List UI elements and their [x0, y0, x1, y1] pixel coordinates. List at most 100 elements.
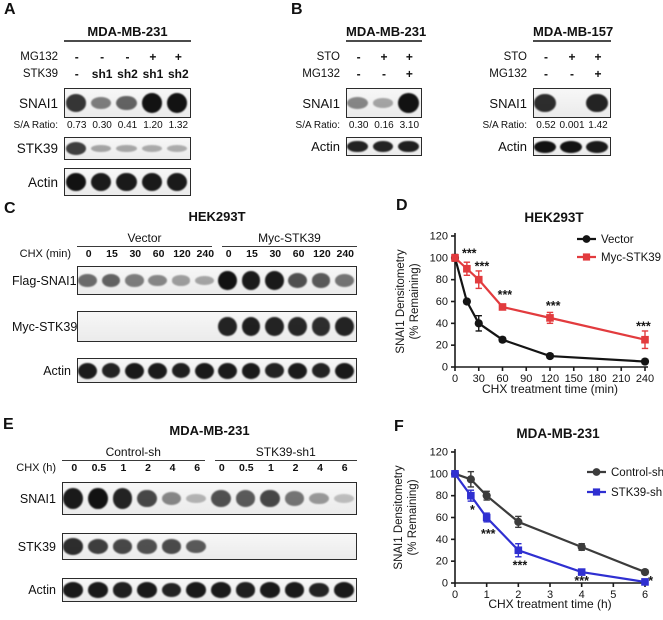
x-tick-label: 60: [496, 373, 508, 385]
blot-band: [560, 140, 582, 153]
blot-row: Actin: [12, 358, 357, 383]
y-tick-label: 40: [436, 534, 448, 546]
blot-row: Actin: [293, 137, 422, 156]
ratio-row: S/A Ratio: 0.52 0.001 1.42: [478, 119, 611, 132]
blot-band: [288, 317, 307, 336]
data-point: [498, 335, 507, 344]
lane-value: 6: [194, 462, 201, 474]
cell-line-title-wrap: MDA-MB-231: [64, 24, 191, 42]
legend: Vector Myc-STK39: [577, 234, 661, 264]
blot-label: Actin: [27, 174, 58, 190]
lane-value: 0.5: [239, 462, 254, 474]
data-point: [640, 357, 650, 366]
lane-value: 6: [341, 462, 348, 474]
group-header-row: Control-sh STK39-sh1: [0, 445, 357, 461]
chart-snai1-decay-mda-mb-231: MDA-MB-231 CHX treatment time (h) SNAI1 De…: [393, 426, 663, 611]
blot-band: [167, 144, 188, 153]
blot-label: STK39: [17, 539, 56, 554]
x-tick-label: 1: [484, 589, 490, 601]
blot-label: STK39: [16, 141, 58, 156]
lane-value: 0.30: [348, 120, 369, 131]
x-tick-label: 120: [541, 373, 559, 385]
y-tick-label: 120: [430, 231, 448, 243]
blot-label: Actin: [28, 583, 56, 597]
y-tick-label: 60: [436, 296, 448, 308]
lane-value: -: [570, 66, 574, 81]
group-headers: Vector Myc-STK39: [77, 231, 357, 247]
ratio-row: S/A Ratio: 0.30 0.16 3.10: [293, 119, 422, 132]
lane-value: 0.30: [92, 120, 112, 131]
lane-value: 15: [106, 248, 118, 260]
panel-e-letter: E: [3, 416, 14, 433]
y-tick-label: 120: [430, 447, 448, 459]
y-tick-label: 0: [442, 362, 448, 374]
x-tick-label: 6: [642, 589, 648, 601]
x-tick-label: 3: [547, 589, 553, 601]
blot-label: Flag-SNAI1: [12, 273, 77, 288]
treatment-label: MG132: [302, 67, 340, 80]
blot-row: STK39: [0, 533, 357, 560]
significance-marker: ***: [574, 574, 589, 588]
data-point: [474, 319, 483, 328]
lane-values: 0.73 0.30 0.41 1.20 1.32: [64, 120, 191, 131]
legend-marker: [592, 488, 601, 496]
legend-marker: [592, 468, 601, 476]
cell-line-underline: [64, 40, 191, 42]
legend-item: STK39-sh1: [587, 487, 663, 499]
blot-band: [137, 489, 157, 508]
treatment-row: MG132 - - +: [293, 65, 422, 82]
lane-value: 4: [317, 462, 323, 474]
blot-band: [335, 274, 354, 287]
blot-band: [167, 93, 188, 113]
lane-value: 0.5: [91, 462, 107, 474]
blot-box: [533, 137, 611, 156]
lane-value: 0.41: [117, 120, 138, 131]
y-axis-label-line1: SNAI1 Densitometry: [393, 465, 405, 569]
treatment-row: STO - + +: [478, 48, 611, 65]
cell-line-title-wrap: MDA-MB-231: [346, 24, 426, 42]
lane-value: 2: [292, 462, 299, 474]
x-tick-label: 2: [515, 589, 521, 601]
data-point: [451, 470, 459, 478]
blot-row: Myc-STK39: [12, 311, 357, 342]
cell-line-title: HEK293T: [188, 209, 246, 224]
legend-marker: [582, 253, 591, 261]
group-headers: Control-sh STK39-sh1: [62, 445, 357, 461]
blot-band: [88, 538, 108, 555]
x-tick-label: 0: [452, 589, 458, 601]
blot-band: [210, 582, 231, 598]
lane-value: 3.10: [399, 120, 420, 131]
lane-header-label: CHX (h): [16, 462, 56, 474]
panel-a-letter: A: [4, 1, 16, 18]
lane-value: +: [380, 49, 388, 64]
data-point: [514, 517, 523, 526]
blot-band: [141, 173, 163, 191]
lane-values: - - - + +: [64, 50, 191, 64]
y-tick-label: 100: [430, 252, 448, 264]
treatment-row: MG132 - - - + +: [2, 48, 191, 65]
x-axis-label: CHX treatment time (min): [482, 382, 618, 396]
data-point: [545, 351, 555, 361]
legend-label: Myc-STK39: [601, 252, 661, 264]
blot-band: [284, 582, 305, 598]
x-tick-label: 90: [520, 373, 532, 385]
blot-band: [63, 538, 84, 555]
significance-marker: *: [648, 574, 653, 588]
significance-marker: ***: [462, 246, 477, 260]
blot-band: [397, 140, 419, 153]
legend-item: Vector: [577, 234, 634, 246]
group-header: Control-sh: [62, 445, 205, 461]
blot-band: [90, 173, 112, 191]
blot-band: [148, 274, 167, 287]
cell-line-title-wrap: MDA-MB-157: [533, 24, 614, 42]
treatment-label: STO: [316, 50, 340, 63]
cell-line-title: MDA-MB-157: [533, 24, 614, 39]
lane-value: 120: [313, 248, 331, 260]
group-header: Myc-STK39: [222, 231, 357, 247]
data-point: [498, 303, 507, 311]
blot-band: [112, 488, 133, 509]
blot-label: SNAI1: [18, 95, 58, 111]
lane-value: 0.73: [66, 120, 87, 131]
blot-band: [347, 97, 369, 109]
